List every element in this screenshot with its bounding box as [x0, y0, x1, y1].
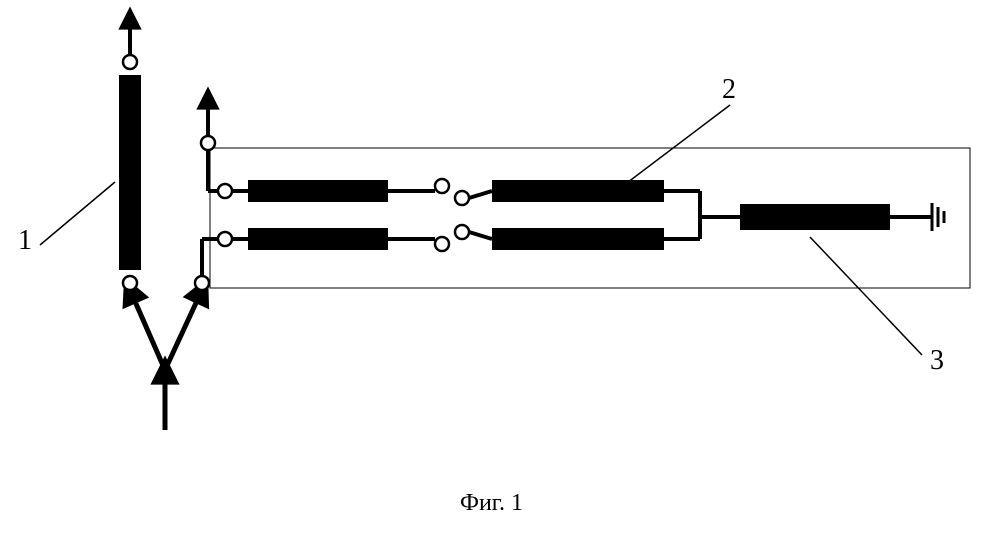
label-2: 2 — [722, 74, 736, 106]
element-a-top — [248, 180, 388, 202]
figure-caption: Фиг. 1 — [460, 490, 523, 517]
terminals — [123, 55, 469, 290]
y-junction — [130, 290, 202, 430]
label-3: 3 — [930, 345, 944, 377]
schematic-figure — [0, 0, 999, 535]
element-c — [740, 204, 890, 230]
label-1: 1 — [18, 225, 32, 257]
element-b-top — [492, 180, 664, 202]
element-b-bottom — [492, 228, 664, 250]
ground-symbol — [932, 203, 944, 231]
element-1-vertical — [119, 75, 141, 270]
element-a-bottom — [248, 228, 388, 250]
